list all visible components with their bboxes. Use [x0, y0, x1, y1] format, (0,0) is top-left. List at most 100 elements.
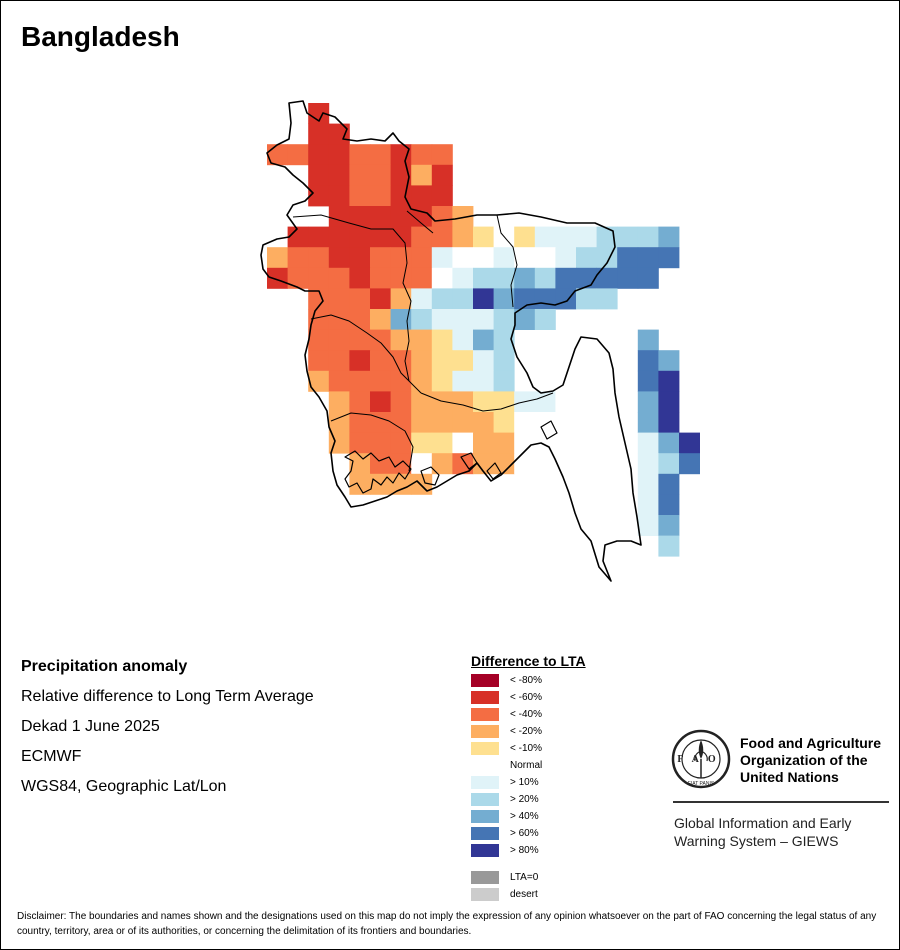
anomaly-cell — [390, 288, 412, 310]
anomaly-cell — [390, 206, 412, 227]
anomaly-cell — [473, 226, 494, 248]
anomaly-cell — [431, 226, 453, 248]
anomaly-cell — [328, 247, 350, 269]
anomaly-cell — [349, 453, 371, 475]
anomaly-cell — [328, 185, 350, 207]
anomaly-cell — [452, 206, 474, 227]
legend-item: < -20% — [471, 724, 542, 738]
anomaly-cell — [493, 350, 515, 372]
legend-swatch — [471, 792, 499, 806]
anomaly-cell — [493, 391, 515, 413]
info-heading: Precipitation anomaly — [21, 658, 188, 675]
legend-swatch — [471, 673, 499, 687]
anomaly-cell — [349, 185, 371, 207]
anomaly-cell — [431, 206, 453, 227]
legend-item: < -10% — [471, 741, 542, 755]
anomaly-cell — [637, 432, 659, 454]
legend-swatch — [471, 826, 499, 840]
anomaly-cell — [349, 144, 371, 166]
anomaly-cell — [534, 226, 556, 248]
fao-name-line: Food and Agriculture — [740, 735, 882, 751]
anomaly-cell — [473, 432, 494, 454]
anomaly-cell — [349, 267, 371, 289]
anomaly-cell — [349, 329, 371, 351]
anomaly-cell — [431, 453, 453, 475]
anomaly-cell — [637, 370, 659, 392]
anomaly-cell — [411, 473, 433, 495]
legend-label: < -40% — [510, 708, 542, 720]
anomaly-cell — [349, 350, 371, 372]
legend-item: desert — [471, 887, 538, 901]
anomaly-cell — [637, 329, 659, 351]
anomaly-cell — [431, 247, 453, 269]
anomaly-cell — [473, 391, 494, 413]
info-source: ECMWF — [21, 748, 82, 765]
anomaly-cell — [493, 288, 515, 310]
anomaly-cell — [637, 350, 659, 372]
anomaly-cell — [658, 535, 680, 557]
anomaly-cell — [308, 226, 330, 248]
anomaly-cell — [390, 267, 412, 289]
anomaly-cell — [493, 247, 515, 269]
anomaly-cell — [349, 391, 371, 413]
legend-item: > 40% — [471, 809, 539, 823]
anomaly-cell — [349, 247, 371, 269]
anomaly-cell — [637, 453, 659, 475]
anomaly-cell — [534, 267, 556, 289]
legend-label: < -20% — [510, 725, 542, 737]
fao-logo-motto: FIAT PANIS — [688, 781, 715, 787]
anomaly-cell — [287, 267, 309, 289]
anomaly-cell — [390, 164, 412, 186]
anomaly-cell — [411, 432, 433, 454]
anomaly-cell — [370, 329, 391, 351]
anomaly-cell — [452, 412, 474, 433]
anomaly-cell — [411, 350, 433, 372]
fao-logo-icon: FAO FIAT PANIS — [671, 729, 731, 789]
anomaly-cell — [390, 432, 412, 454]
legend-label: > 20% — [510, 793, 539, 805]
legend-label: Normal — [510, 759, 543, 771]
anomaly-cell — [637, 267, 659, 289]
anomaly-cell — [328, 164, 350, 186]
legend-label: LTA=0 — [510, 871, 539, 883]
legend: Difference to LTA < -80% < -60% < -40% <… — [471, 653, 671, 901]
anomaly-cell — [658, 412, 680, 433]
anomaly-cell — [617, 226, 639, 248]
anomaly-cell — [555, 288, 577, 310]
anomaly-cell — [493, 370, 515, 392]
anomaly-cell — [617, 247, 639, 269]
anomaly-cell — [328, 144, 350, 166]
legend-item: > 80% — [471, 843, 539, 857]
legend-label: > 10% — [510, 776, 539, 788]
legend-swatch — [471, 887, 499, 901]
anomaly-cell — [328, 412, 350, 433]
info-projection: WGS84, Geographic Lat/Lon — [21, 778, 227, 795]
anomaly-cell — [328, 391, 350, 413]
anomaly-cell — [411, 309, 433, 330]
anomaly-cell — [349, 432, 371, 454]
precipitation-anomaly-map — [260, 100, 700, 582]
anomaly-cell — [390, 247, 412, 269]
anomaly-cell — [452, 247, 474, 269]
fao-name-line: United Nations — [740, 769, 839, 785]
anomaly-cell — [411, 412, 433, 433]
legend-item: > 10% — [471, 775, 539, 789]
anomaly-cell — [514, 453, 536, 475]
anomaly-cell — [411, 144, 433, 166]
anomaly-cell — [370, 226, 391, 248]
fao-logo-letters: FAO — [677, 754, 724, 765]
coastal-islands — [460, 452, 478, 470]
anomaly-cell — [493, 309, 515, 330]
anomaly-cell — [349, 164, 371, 186]
anomaly-cell — [349, 206, 371, 227]
division-boundary — [330, 412, 414, 472]
anomaly-cell — [328, 370, 350, 392]
bangladesh-outline — [260, 100, 642, 582]
anomaly-cell — [390, 350, 412, 372]
anomaly-cell — [658, 494, 680, 516]
anomaly-cell — [493, 329, 515, 351]
anomaly-cell — [349, 288, 371, 310]
anomaly-cell — [431, 185, 453, 207]
anomaly-cell — [411, 206, 433, 227]
anomaly-cell — [411, 329, 433, 351]
